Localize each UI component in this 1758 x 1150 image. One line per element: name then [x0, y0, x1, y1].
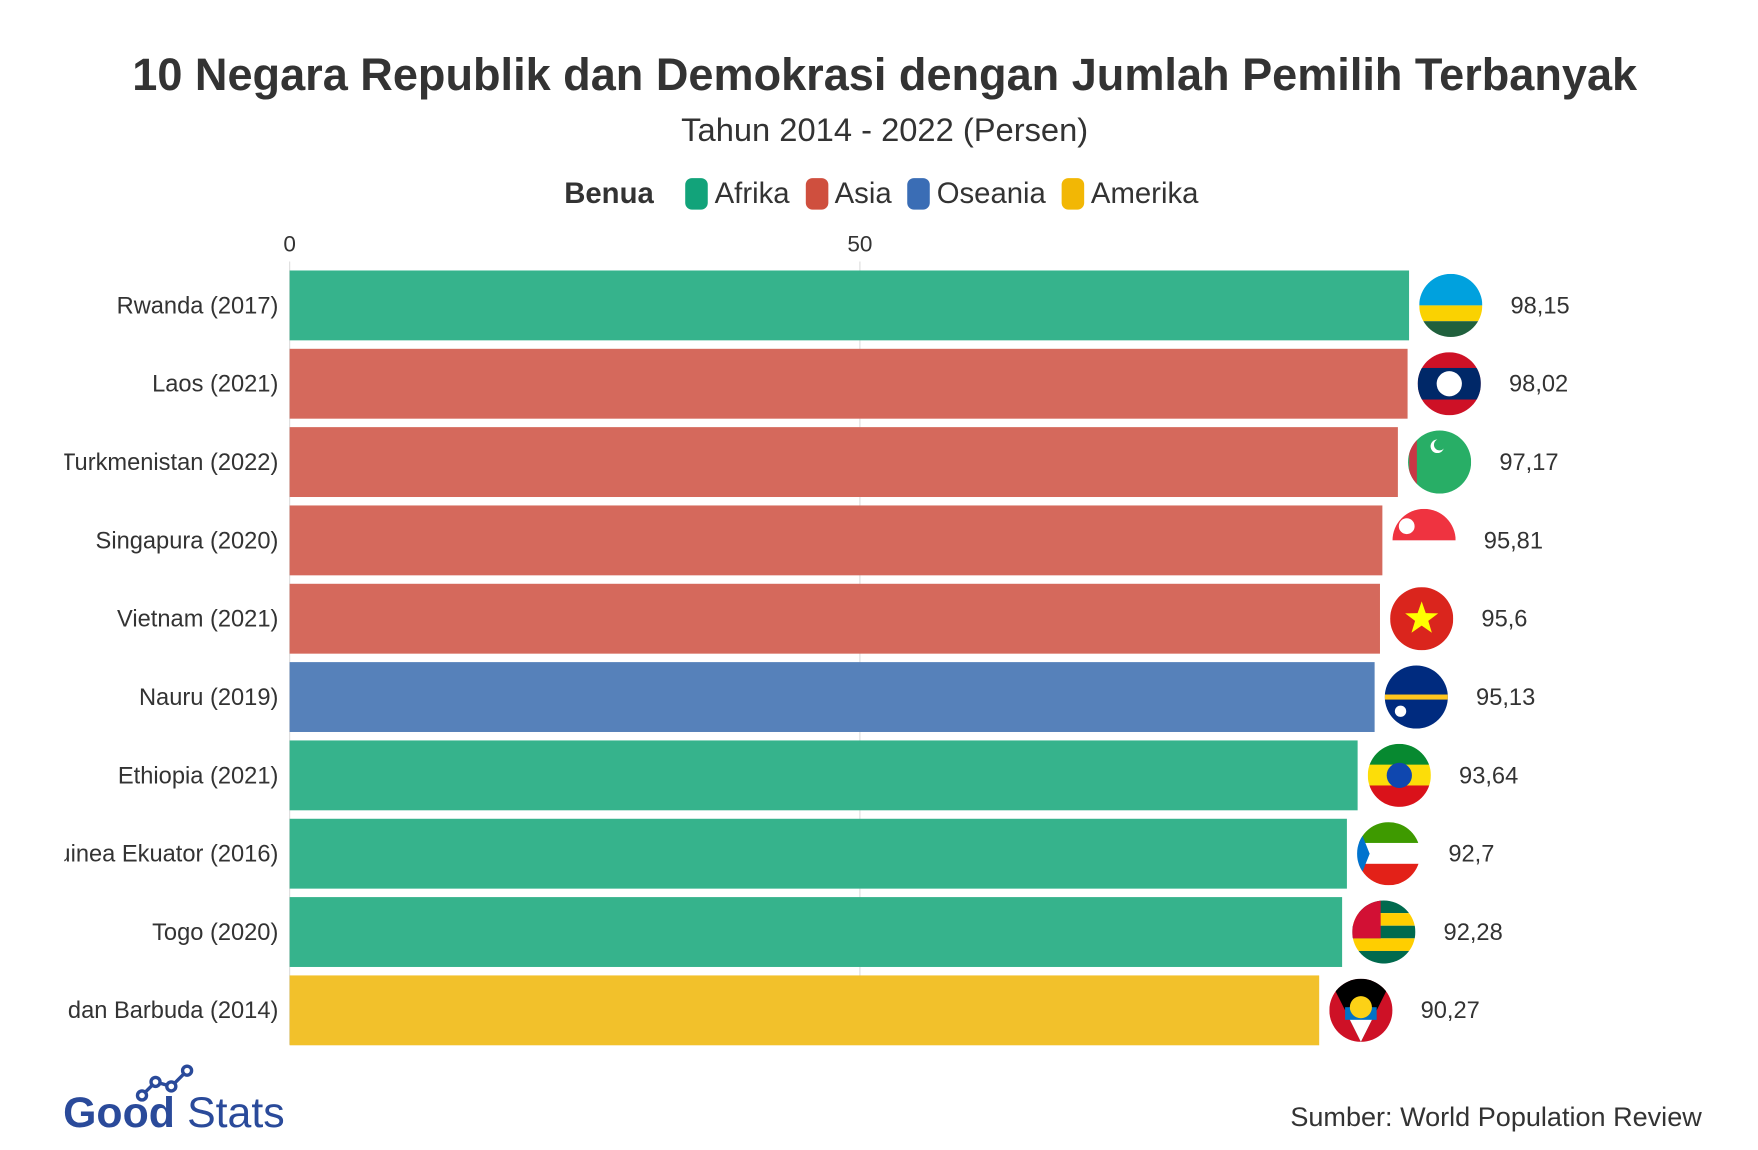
value-label: 98,15 [1510, 293, 1569, 319]
svg-text:Stats: Stats [187, 1089, 285, 1134]
bar[interactable] [289, 427, 1398, 498]
vietnam-flag-icon [1390, 587, 1454, 651]
bar-group: Nauru (2019) 95,13 [139, 662, 1535, 732]
legend-item-asia[interactable]: Asia [805, 175, 892, 211]
bar-chart: 0 50 Rwanda (2017) 98,15 Laos (2021) 98,02 Tur… [0, 231, 1570, 1046]
singapore-flag-icon [1392, 508, 1456, 572]
category-label: Vietnam (2021) [117, 607, 278, 633]
rwanda-flag-icon [1419, 273, 1483, 337]
bar-group: Singapura (2020) 95,81 [96, 505, 1543, 576]
value-label: 98,02 [1509, 372, 1568, 398]
equatorial-guinea-flag-icon [1357, 822, 1421, 886]
goodstats-logo: Good Stats [63, 1064, 285, 1134]
legend-item-amerika[interactable]: Amerika [1061, 175, 1199, 211]
bar[interactable] [289, 740, 1358, 811]
category-label: Singapura (2020) [96, 528, 279, 554]
legend-swatch [907, 177, 930, 210]
category-label: Antigua dan Barbuda (2014) [0, 998, 278, 1024]
category-label: Rwanda (2017) [117, 293, 279, 319]
value-label: 95,6 [1481, 607, 1527, 633]
legend-swatch [805, 177, 828, 210]
chart-subtitle: Tahun 2014 - 2022 (Persen) [681, 112, 1089, 149]
legend-item-oseania[interactable]: Oseania [907, 175, 1046, 211]
category-label: Togo (2020) [152, 920, 278, 946]
legend-label: Amerika [1090, 175, 1199, 210]
legend-label: Oseania [936, 175, 1046, 210]
bar[interactable] [289, 270, 1410, 341]
value-label: 92,28 [1444, 920, 1503, 946]
bar-group: Laos (2021) 98,02 [152, 348, 1568, 419]
laos-flag-icon [1417, 352, 1481, 416]
bar[interactable] [289, 505, 1383, 576]
svg-text:Good: Good [63, 1089, 175, 1134]
category-label: Laos (2021) [152, 372, 278, 398]
bar-group: Guinea Ekuator (2016) 92,7 [39, 818, 1494, 889]
value-label: 95,81 [1484, 528, 1543, 554]
bar-group: Rwanda (2017) 98,15 [117, 270, 1570, 341]
bar[interactable] [289, 583, 1380, 654]
legend-swatch [1061, 177, 1085, 210]
nauru-flag-icon [1384, 665, 1448, 729]
legend-item-afrika[interactable]: Afrika [685, 175, 790, 211]
bar[interactable] [289, 818, 1347, 889]
chart-title: 10 Negara Republik dan Demokrasi dengan … [132, 50, 1638, 101]
legend: Benua Afrika Asia Oseania Amerika [0, 176, 1758, 211]
legend-label: Afrika [714, 175, 790, 210]
bar-group: Ethiopia (2021) 93,64 [118, 740, 1518, 811]
category-label: Guinea Ekuator (2016) [39, 842, 278, 868]
value-label: 93,64 [1459, 763, 1518, 789]
value-label: 90,27 [1421, 998, 1480, 1024]
antigua-barbuda-flag-icon [1329, 978, 1393, 1042]
bar[interactable] [289, 897, 1343, 967]
bar-group: Vietnam (2021) 95,6 [117, 583, 1527, 654]
x-tick-label: 0 [283, 231, 296, 256]
category-label: Nauru (2019) [139, 685, 278, 711]
legend-label: Asia [834, 175, 892, 210]
togo-flag-icon [1352, 900, 1416, 964]
turkmenistan-flag-icon [1408, 430, 1472, 494]
bar-group: Turkmenistan (2022) 97,17 [61, 427, 1559, 498]
legend-swatch [685, 177, 708, 210]
value-label: 97,17 [1499, 450, 1558, 476]
category-label: Turkmenistan (2022) [61, 450, 278, 476]
value-label: 95,13 [1476, 685, 1535, 711]
bar[interactable] [289, 348, 1408, 419]
legend-title: Benua [564, 175, 654, 210]
bar-group: Antigua dan Barbuda (2014) 90,27 [0, 975, 1480, 1046]
bar-group: Togo (2020) 92,28 [152, 897, 1503, 967]
source-note: Sumber: World Population Review [1290, 1102, 1702, 1133]
value-label: 92,7 [1448, 842, 1494, 868]
ethiopia-flag-icon [1367, 743, 1431, 807]
bar[interactable] [289, 662, 1375, 732]
x-tick-label: 50 [847, 231, 872, 256]
category-label: Ethiopia (2021) [118, 763, 278, 789]
bar[interactable] [289, 975, 1320, 1046]
